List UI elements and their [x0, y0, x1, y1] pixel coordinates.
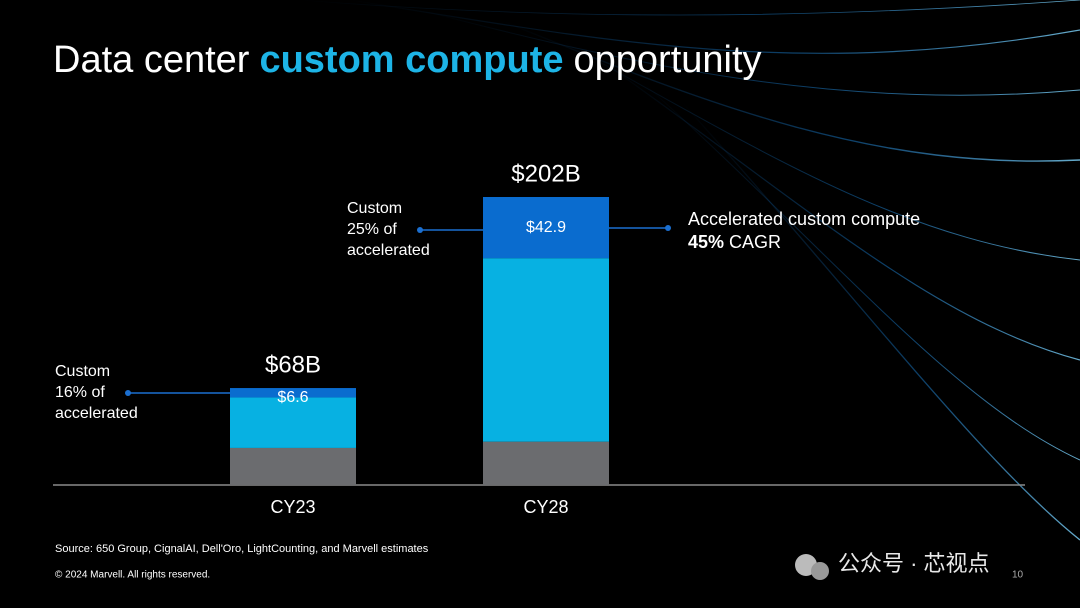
annotation-text: Accelerated custom compute [688, 209, 920, 229]
data-label: $6.6 [277, 389, 308, 406]
x-tick-label: CY28 [523, 497, 568, 517]
bar-segment [483, 197, 609, 259]
bar-segment [483, 258, 609, 442]
bar-segment [230, 447, 356, 485]
annotation-dot [417, 227, 423, 233]
watermark: 公众号 · 芯视点 [795, 551, 990, 580]
title-highlight: custom compute [259, 39, 563, 81]
slide-title: Data center custom compute opportunity [53, 39, 762, 81]
title-part: opportunity [574, 39, 762, 81]
annotation-text: 25% of [347, 221, 397, 238]
annotation-bold: 45% [688, 232, 724, 252]
annotation-rest: CAGR [729, 232, 781, 252]
annotation-text: Custom [55, 363, 110, 380]
watermark-icon [811, 562, 829, 580]
x-tick-label: CY23 [270, 497, 315, 517]
bar-segment [483, 441, 609, 485]
background-streaks [299, 0, 1080, 541]
total-label: $68B [265, 351, 321, 378]
bar-segment [230, 388, 356, 398]
total-label: $202B [511, 160, 580, 187]
copyright: © 2024 Marvell. All rights reserved. [55, 570, 210, 581]
annotation-text: Custom [347, 200, 402, 217]
annotation-text: accelerated [347, 242, 430, 259]
annotation-dot [665, 225, 671, 231]
data-label: $42.9 [526, 219, 566, 236]
page-number: 10 [1012, 570, 1024, 581]
watermark-text: 公众号 · 芯视点 [838, 551, 990, 576]
annotation-text: accelerated [55, 405, 138, 422]
bar-segment [230, 397, 356, 448]
source-note: Source: 650 Group, CignalAI, Dell'Oro, L… [55, 543, 429, 555]
annotation-text: 16% of [55, 384, 105, 401]
annotation-dot [125, 390, 131, 396]
annotation-text: 45% CAGR [688, 232, 781, 252]
title-part: Data center [53, 39, 250, 81]
